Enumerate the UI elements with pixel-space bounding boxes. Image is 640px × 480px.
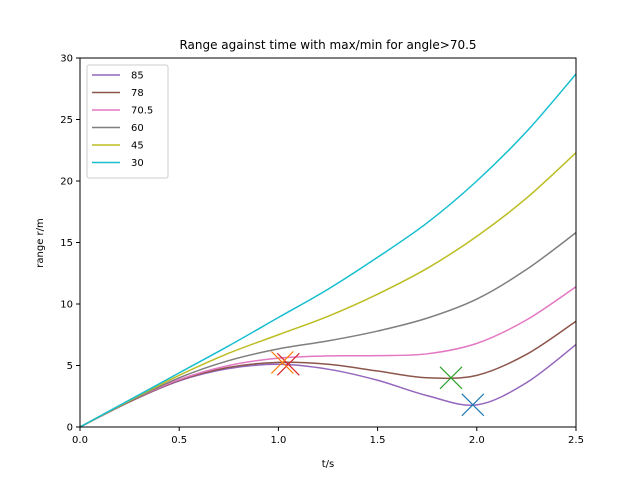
legend-entry: 70.5: [92, 106, 153, 117]
x-marker-max-85: [276, 352, 300, 376]
x-axis-ticks: 0.0 0.5 1.0 1.5 2.0 2.5: [72, 427, 584, 446]
x-axis-label: t/s: [322, 459, 335, 470]
y-tick-label: 20: [60, 177, 73, 188]
legend-box: [86, 64, 169, 179]
legend: 85 78 70.5 60 45 30: [86, 64, 169, 179]
legend-label: 85: [131, 71, 144, 82]
series-line-45: [79, 152, 577, 428]
legend-label: 70.5: [131, 106, 153, 117]
x-tick-label: 2.5: [568, 435, 584, 446]
extremum-markers: [270, 351, 485, 417]
legend-label: 30: [131, 158, 144, 169]
y-tick-label: 30: [60, 54, 73, 65]
x-marker-min-85: [461, 393, 485, 417]
legend-label: 60: [131, 123, 144, 134]
x-marker-max-78: [270, 351, 294, 374]
legend-entry: 85: [92, 71, 144, 82]
legend-label: 78: [131, 88, 144, 99]
y-axis-label: range r/m: [35, 218, 46, 267]
y-axis-ticks: 0 5 10 15 20 25 30: [60, 54, 80, 434]
series-line-60: [79, 232, 577, 428]
y-tick-label: 0: [67, 423, 73, 434]
legend-entry: 60: [92, 123, 144, 134]
y-tick-label: 15: [60, 238, 73, 249]
series-line-30: [79, 73, 577, 428]
y-tick-label: 25: [60, 115, 73, 126]
series-line-78: [79, 320, 577, 428]
x-tick-label: 2.0: [469, 435, 485, 446]
legend-entry: 78: [92, 88, 144, 99]
plot-lines: [79, 73, 577, 428]
series-line-70-5: [79, 286, 577, 428]
legend-entry: 45: [92, 141, 144, 152]
y-tick-label: 5: [67, 361, 73, 372]
x-tick-label: 1.5: [370, 435, 386, 446]
y-tick-label: 10: [60, 300, 73, 311]
chart-title: Range against time with max/min for angl…: [179, 38, 476, 52]
legend-label: 45: [131, 141, 144, 152]
x-tick-label: 0.5: [171, 435, 187, 446]
x-marker-min-78: [439, 366, 463, 390]
legend-entry: 30: [92, 158, 144, 169]
x-tick-label: 0.0: [72, 435, 88, 446]
x-tick-label: 1.0: [270, 435, 286, 446]
